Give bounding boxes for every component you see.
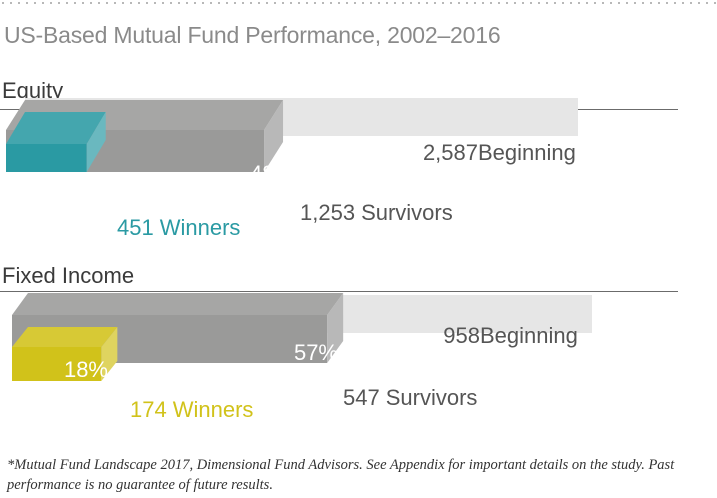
equity-bar-chart: 2,587 Beginning 48% 17% 1,253 Survivors 451 Win… [6,98,578,240]
survivors-count: 547 [343,385,380,410]
survivors-count-label: 547 Survivors [343,385,477,410]
survivors-percent-label: 48% [250,161,294,186]
winners-percent-label: 18% [64,357,108,382]
winners-bar-side-face [86,112,106,172]
winners-label: Winners [160,215,241,240]
beginning-text-label: Beginning [478,140,576,165]
survivors-count-label: 1,253 Survivors [300,200,453,225]
beginning-count-label: 2,587 [423,140,478,165]
beginning-text-label: Beginning [480,323,578,348]
equity-panel: Equity 2,587 Beginning 48% 17% 1,253 Survivor… [0,68,717,240]
winners-count: 174 [130,397,167,422]
winners-bar [12,327,118,381]
beginning-count-label: 958 [443,323,480,348]
survivors-count: 1,253 [300,200,355,225]
survivors-bar-side-face [264,100,284,172]
survivors-label: Survivors [361,200,453,225]
winners-bar-side-face [101,327,118,381]
winners-label: Winners [173,397,254,422]
survivors-label: Survivors [386,385,478,410]
winners-bar-front-face [12,347,102,381]
survivors-bar-side-face [327,293,344,363]
winners-percent-label: 17% [76,174,120,199]
footnote: *Mutual Fund Landscape 2017, Dimensional… [7,457,675,493]
survivors-percent-label: 57% [294,340,338,365]
panel-divider [0,291,678,292]
panel-title-fixed-income: Fixed Income [2,263,135,288]
winners-bar-top-face [6,112,106,144]
fixed-income-panel: Fixed Income 958 Beginning 57% 18% 547 Surviv… [0,253,717,423]
chart-title: US-Based Mutual Fund Performance, 2002–2… [4,22,501,48]
dotted-top-border [2,2,717,4]
winners-bar [6,112,106,172]
winners-count-label: 451 Winners [117,215,240,240]
winners-count: 451 [117,215,154,240]
winners-bar-top-face [12,327,118,347]
winners-count-label: 174 Winners [130,397,253,422]
survivors-bar-top-face [12,293,344,315]
winners-bar-front-face [6,144,87,172]
fixed-income-bar-chart: 958 Beginning 57% 18% 547 Survivors 174 Winners [12,293,592,422]
